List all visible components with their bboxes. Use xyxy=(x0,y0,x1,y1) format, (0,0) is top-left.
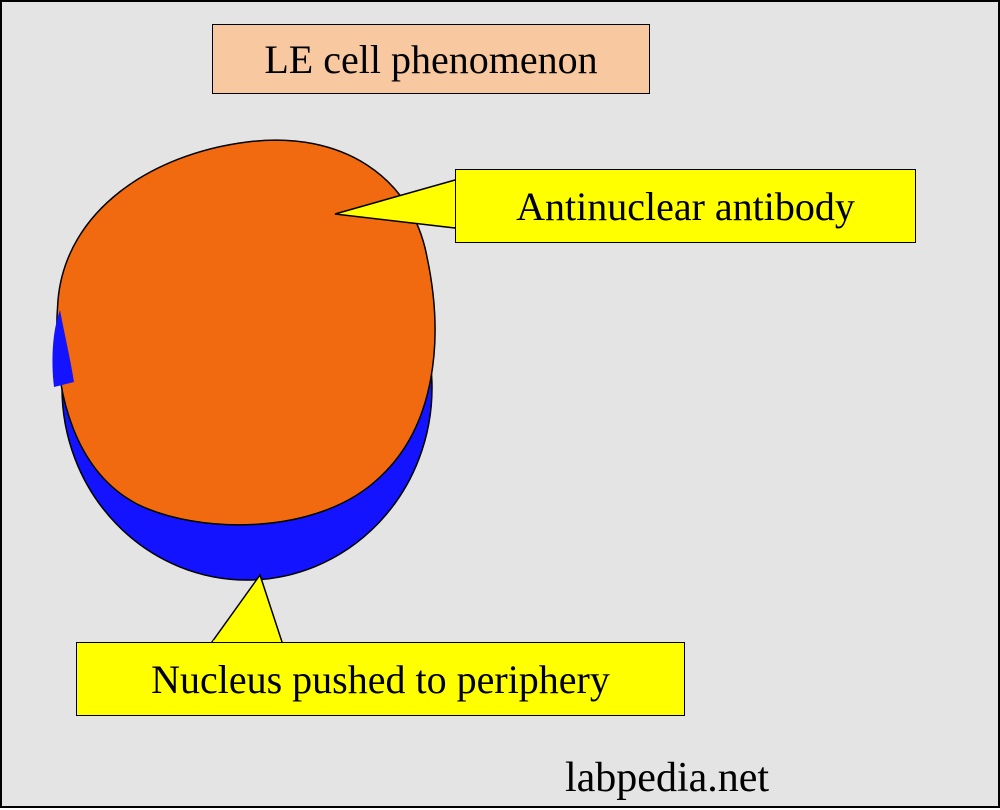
diagram-canvas: LE cell phenomenon Antinuclear antibody … xyxy=(0,0,1000,808)
antinuclear-blob xyxy=(57,140,435,525)
callout-top-box: Antinuclear antibody xyxy=(455,169,916,243)
callout-bottom-box: Nucleus pushed to periphery xyxy=(76,642,685,716)
callout-bottom-text: Nucleus pushed to periphery xyxy=(151,656,610,703)
callout-top-text: Antinuclear antibody xyxy=(516,183,855,230)
callout-bottom-tail xyxy=(212,575,282,642)
diagram-title-box: LE cell phenomenon xyxy=(212,24,650,94)
watermark-text: labpedia.net xyxy=(565,754,769,802)
diagram-title-text: LE cell phenomenon xyxy=(264,36,597,83)
